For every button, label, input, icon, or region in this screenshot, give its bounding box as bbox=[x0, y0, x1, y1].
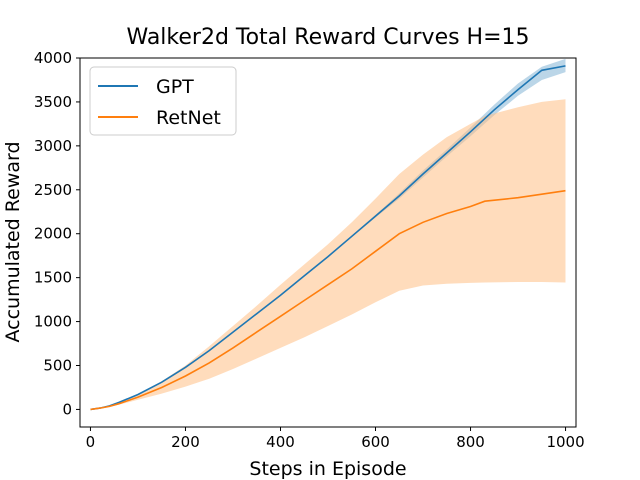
band-gpt bbox=[90, 58, 566, 410]
x-tick-label: 1000 bbox=[546, 433, 584, 451]
line-retnet bbox=[90, 189, 566, 411]
x-axis-label: Steps in Episode bbox=[249, 458, 406, 480]
band-retnet bbox=[90, 99, 566, 410]
x-axis: 0 200 400 600 800 1000 bbox=[86, 427, 585, 451]
y-tick-label: 4000 bbox=[34, 49, 72, 67]
legend-label-gpt: GPT bbox=[156, 76, 194, 98]
y-axis-label: Accumulated Reward bbox=[2, 141, 24, 342]
x-tick-label: 200 bbox=[171, 433, 200, 451]
axes-frame bbox=[79, 57, 577, 428]
y-tick-label: 2500 bbox=[34, 181, 72, 199]
y-tick-label: 1000 bbox=[34, 313, 72, 331]
y-tick-label: 3500 bbox=[34, 93, 72, 111]
y-tick-label: 0 bbox=[62, 400, 72, 418]
chart-title: Walker2d Total Reward Curves H=15 bbox=[126, 25, 529, 50]
y-tick-label: 3000 bbox=[34, 137, 72, 155]
y-tick-label: 2000 bbox=[34, 225, 72, 243]
legend-label-retnet: RetNet bbox=[156, 107, 221, 129]
legend: GPT RetNet bbox=[89, 66, 237, 136]
y-axis: 0 500 1000 1500 2000 2500 3000 3500 4000 bbox=[34, 49, 80, 418]
x-tick-label: 400 bbox=[266, 433, 295, 451]
line-gpt bbox=[90, 65, 566, 411]
y-tick-label: 500 bbox=[43, 357, 72, 375]
x-tick-label: 600 bbox=[361, 433, 390, 451]
x-tick-label: 0 bbox=[86, 433, 96, 451]
x-tick-label: 800 bbox=[456, 433, 485, 451]
plot-area bbox=[90, 58, 566, 411]
y-tick-label: 1500 bbox=[34, 269, 72, 287]
